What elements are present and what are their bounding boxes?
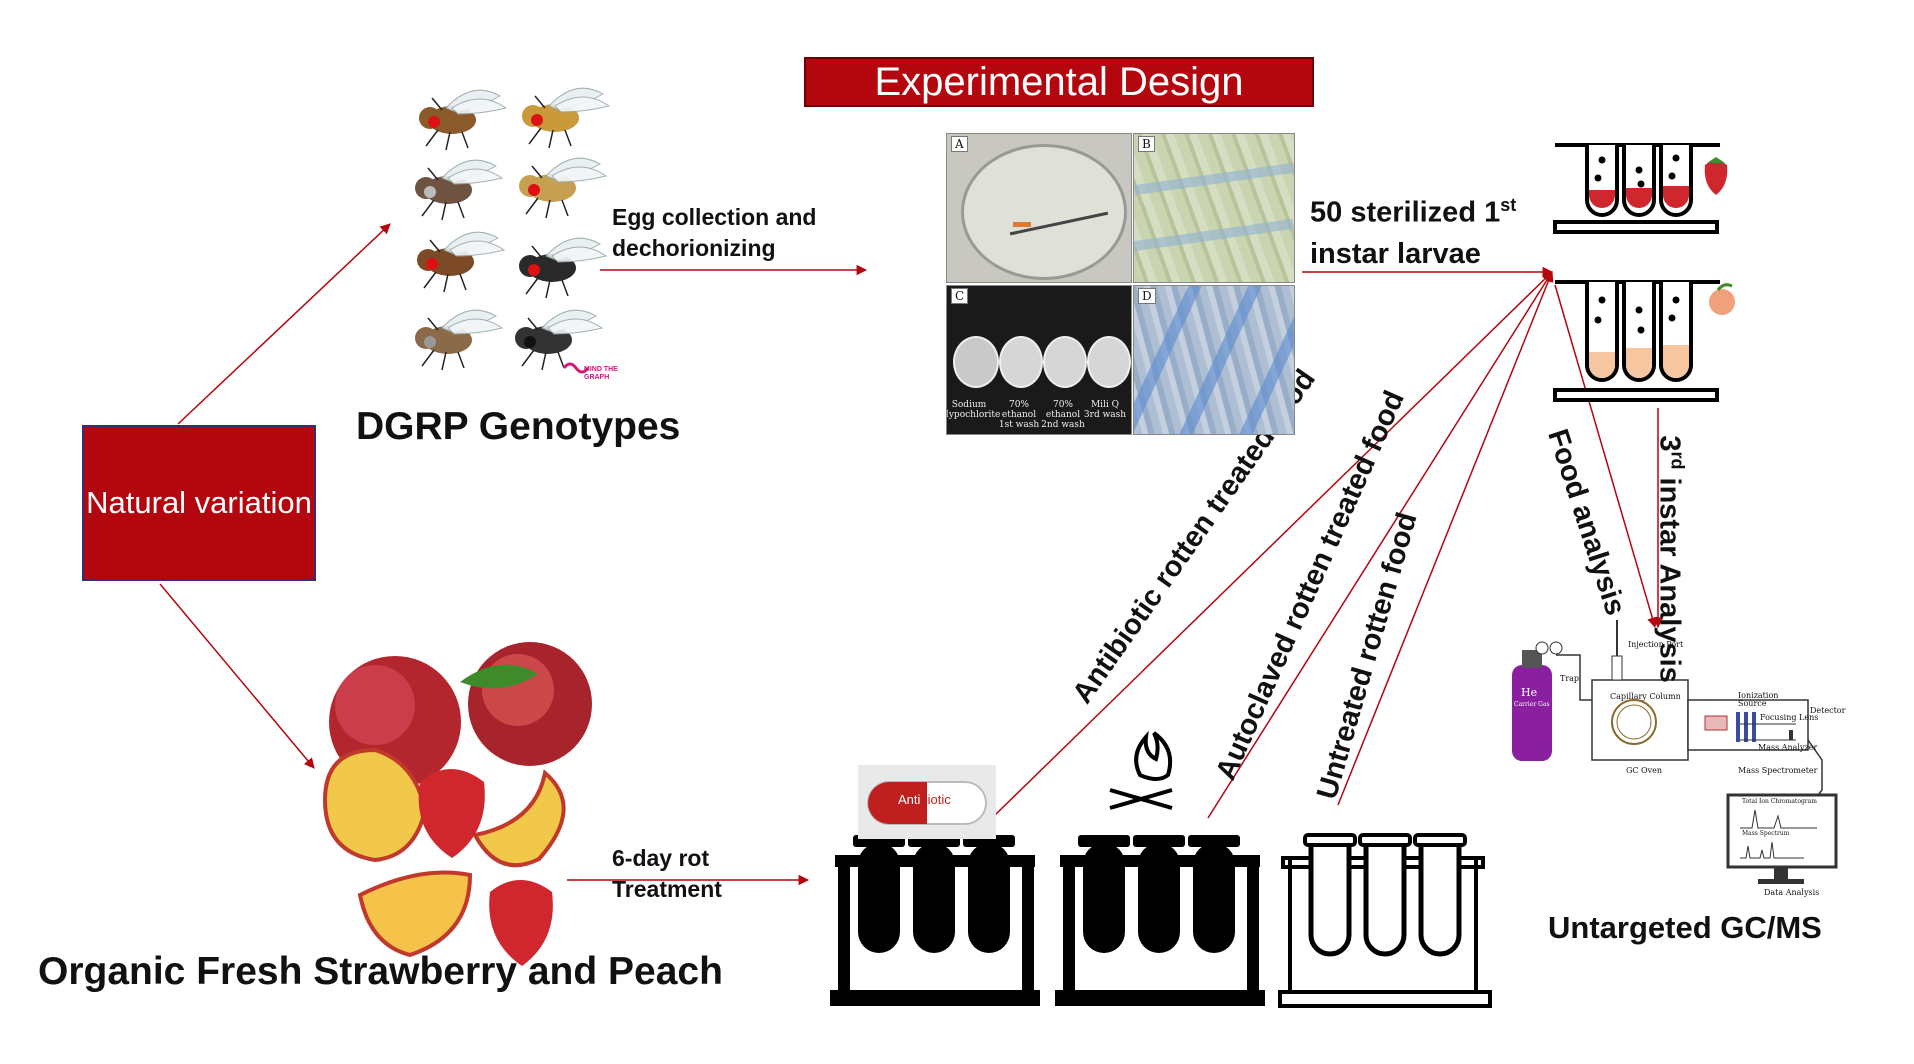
tube-rack-untreated xyxy=(1278,835,1492,1008)
larvae-tube-rack-peach xyxy=(1553,280,1735,402)
gcms-label: Untargeted GC/MS xyxy=(1548,910,1822,945)
photo-tag-c: C xyxy=(951,288,969,304)
arrow-autoclaved xyxy=(1207,271,1553,819)
natural-variation-box: Natural variation xyxy=(82,425,316,581)
arrow-untreated xyxy=(1337,271,1554,806)
fire-icon xyxy=(1109,730,1173,810)
photo-c-caption-4: Mili Q 3rd wash xyxy=(1077,400,1131,420)
rot-treatment-label: 6-day rot Treatment xyxy=(612,843,722,905)
instar-analysis-suffix: instar Analysis xyxy=(1653,469,1686,683)
photo-c-caption-3: 70% ethanol 2nd wash xyxy=(1035,400,1091,430)
larvae-label: 50 sterilized 1st instar larvae xyxy=(1310,185,1516,275)
photo-panel-d: D xyxy=(1133,285,1295,435)
gcms-data-analysis-label: Data Analysis xyxy=(1764,888,1820,897)
dgrp-genotypes-label: DGRP Genotypes xyxy=(356,405,681,448)
monitor-icon xyxy=(1726,793,1838,869)
photo-tag-b: B xyxy=(1138,136,1155,152)
photo-panel-b: B xyxy=(1133,133,1295,283)
fruit-label: Organic Fresh Strawberry and Peach xyxy=(38,950,723,993)
gcms-carrier-label: Carrier Gas xyxy=(1514,701,1550,708)
gcms-trap-label: Trap xyxy=(1560,674,1580,683)
instar-analysis-sup: rd xyxy=(1667,451,1688,470)
gcms-mass-spectrum-label: Mass Spectrum xyxy=(1742,830,1790,837)
photo-tag-a: A xyxy=(951,136,968,152)
rot-treatment-line2: Treatment xyxy=(612,876,722,902)
egg-collection-label: Egg collection and dechorionizing xyxy=(612,202,816,264)
tube-rack-autoclaved xyxy=(1055,835,1265,1006)
gcms-schematic xyxy=(1512,620,1838,884)
gcms-injection-label: Injection Port xyxy=(1628,640,1684,649)
page-title: Experimental Design xyxy=(804,57,1314,107)
fly-grid xyxy=(414,87,610,374)
caption-line: 3rd wash xyxy=(1083,410,1127,420)
gcms-detector-label: Detector xyxy=(1810,706,1846,715)
antibiotic-capsule-icon xyxy=(858,765,996,839)
caption-line: Mili Q xyxy=(1090,400,1120,410)
arrow-to-dgrp xyxy=(177,223,391,425)
mind-the-graph-text: MIND THE GRAPH xyxy=(584,366,618,382)
gcms-column-label: Capillary Column xyxy=(1610,692,1681,701)
arrow-food-analysis xyxy=(1554,284,1658,629)
logo-line1: MIND THE xyxy=(584,366,618,373)
arrow-to-fruit xyxy=(159,583,315,769)
caption-line: 70% ethanol xyxy=(1001,400,1037,420)
logo-line2: GRAPH xyxy=(584,374,610,381)
mind-the-graph-logo xyxy=(562,362,590,374)
gcms-ion-source-label: Ionization Source xyxy=(1738,691,1779,708)
capsule-text-right: biotic xyxy=(920,792,951,807)
rot-treatment-line1: 6-day rot xyxy=(612,845,710,871)
arrow-antibiotic xyxy=(994,271,1553,816)
gcms-oven-label: GC Oven xyxy=(1626,766,1663,775)
photo-c-caption-1: Sodium Hypochlorite xyxy=(946,400,1001,420)
fruit-illustration xyxy=(322,642,592,966)
caption-line: 1st wash xyxy=(998,420,1040,430)
larvae-line1: 50 sterilized 1 xyxy=(1310,196,1501,229)
capsule-text: Antibiotic xyxy=(898,792,951,807)
gcms-spectrometer-label: Mass Spectrometer xyxy=(1738,766,1818,775)
helium-cylinder-icon xyxy=(1512,665,1552,761)
tube-rack-antibiotic xyxy=(830,835,1040,1006)
gcms-he-label: He xyxy=(1521,686,1538,699)
larvae-line2: instar larvae xyxy=(1310,237,1481,270)
photo-tag-d: D xyxy=(1138,288,1156,304)
natural-variation-label: Natural variation xyxy=(86,484,312,520)
photo-panel-c: Sodium Hypochlorite 70% ethanol 1st wash 7… xyxy=(946,285,1132,435)
photo-c-caption-2: 70% ethanol 1st wash xyxy=(991,400,1047,430)
caption-line: Sodium xyxy=(951,400,987,410)
larvae-tube-rack-strawberry xyxy=(1553,143,1728,234)
gcms-focusing-label: Focusing Lens xyxy=(1760,713,1819,722)
instar-analysis-prefix: 3 xyxy=(1653,435,1686,452)
capsule-text-left: Anti xyxy=(898,792,921,807)
caption-line: 2nd wash xyxy=(1041,420,1085,430)
egg-collection-line1: Egg collection and xyxy=(612,204,817,230)
gcms-analyzer-label: Mass Analyzer xyxy=(1758,743,1818,752)
egg-collection-line2: dechorionizing xyxy=(612,235,776,261)
larvae-sup: st xyxy=(1500,195,1517,215)
strawberry-icon xyxy=(1704,161,1728,195)
peach-icon xyxy=(1709,289,1735,315)
caption-line: Hypochlorite xyxy=(946,410,1001,420)
caption-line: 70% ethanol xyxy=(1045,400,1081,420)
gcms-tic-label: Total Ion Chromatogram xyxy=(1742,798,1817,805)
photo-panel-a: A xyxy=(946,133,1132,283)
